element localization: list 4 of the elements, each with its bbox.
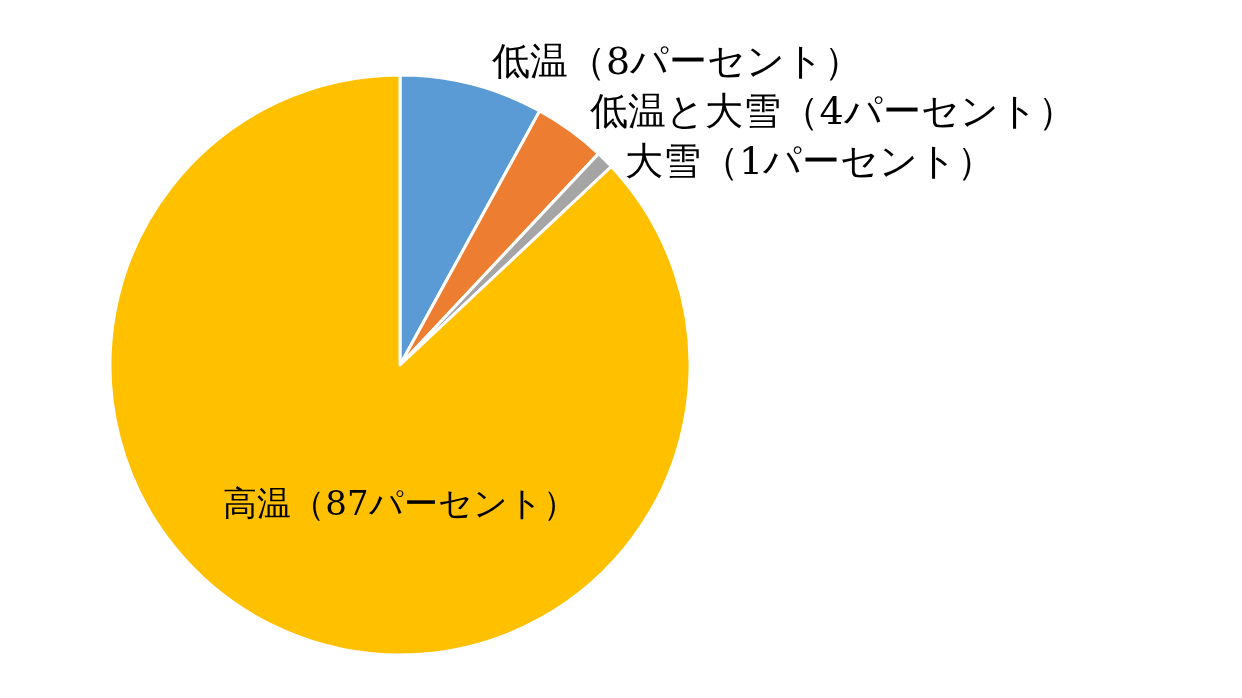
slice-label: 低温（8パーセント） bbox=[492, 39, 863, 84]
slice-label: 大雪（1パーセント） bbox=[625, 139, 996, 184]
slice-label: 低温と大雪（4パーセント） bbox=[590, 89, 1076, 134]
slice-label: 高温（87パーセント） bbox=[223, 483, 577, 523]
